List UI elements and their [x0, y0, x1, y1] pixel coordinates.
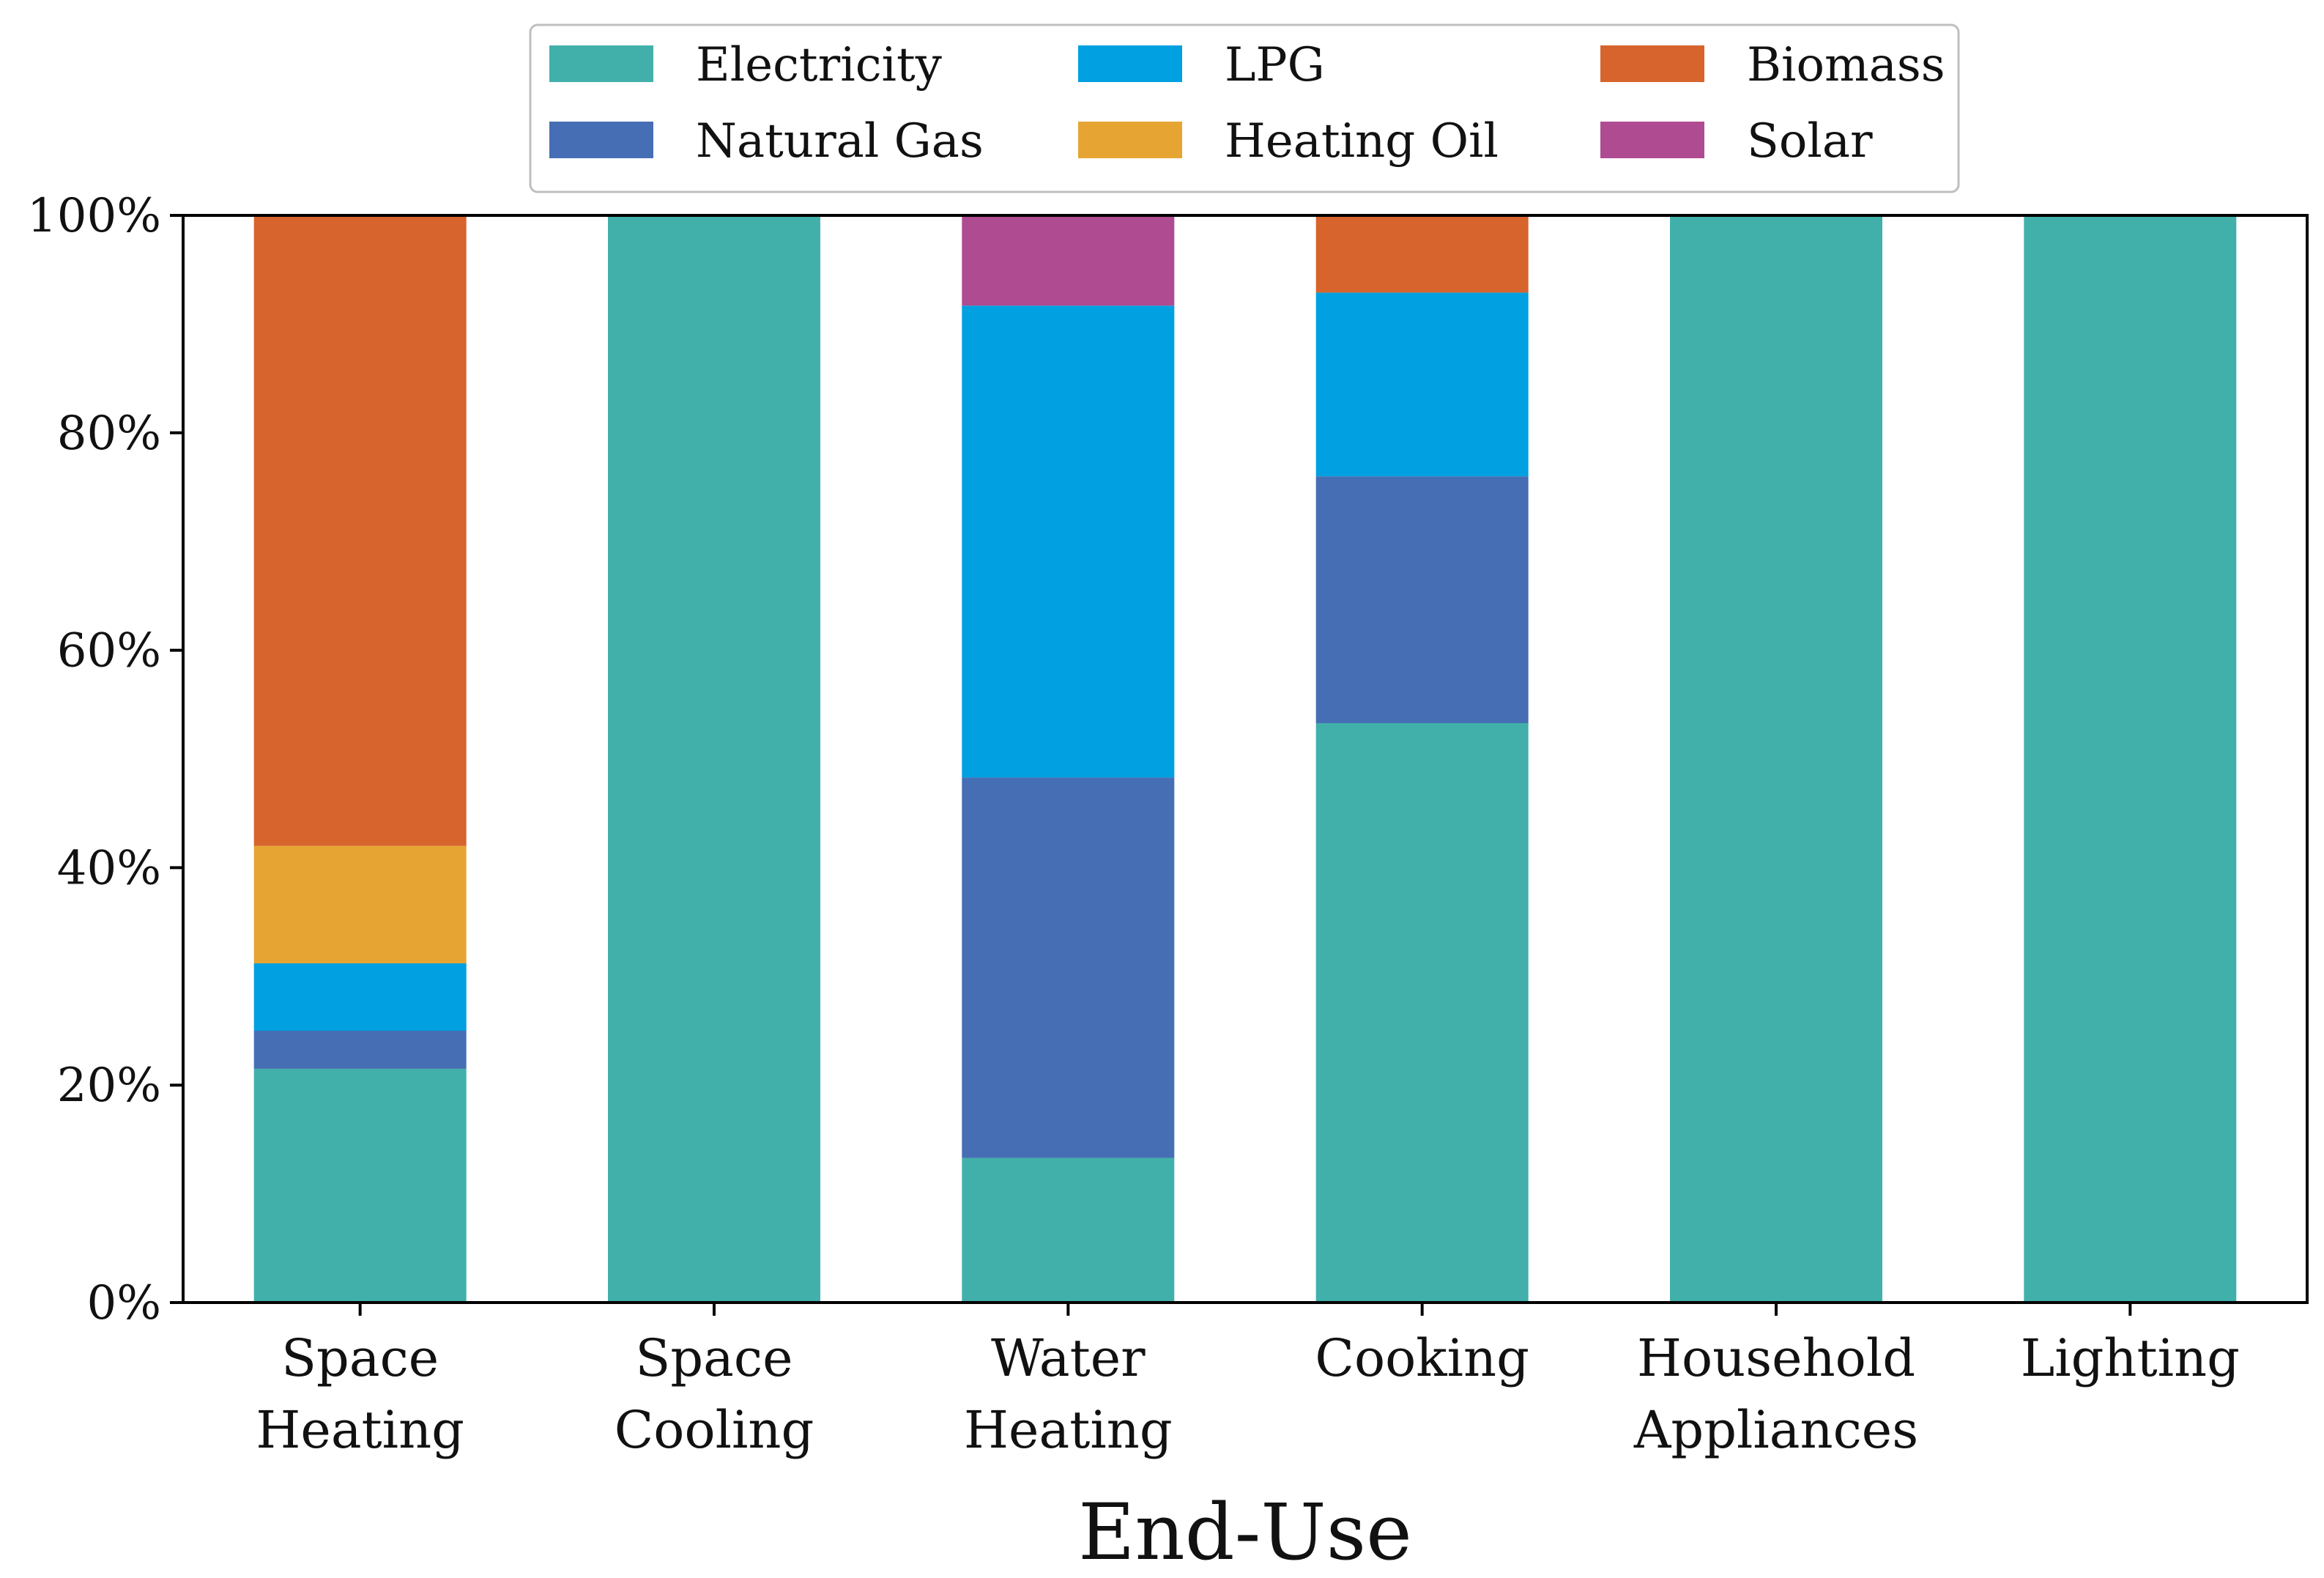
bar-segment-natural-gas-3 — [1315, 476, 1529, 724]
bar-segment-electricity-1 — [608, 215, 820, 1303]
legend-swatch-solar — [1600, 122, 1704, 158]
y-tick-label: 100% — [27, 189, 161, 243]
y-tick-label: 60% — [57, 624, 161, 678]
legend-swatch-lpg — [1078, 45, 1182, 82]
bar-segment-electricity-3 — [1315, 723, 1529, 1303]
legend-swatch-biomass — [1600, 45, 1704, 82]
y-tick-label: 40% — [57, 841, 161, 895]
legend: Electricity Natural Gas LPG Heating Oil Biom… — [529, 23, 1960, 193]
bar-segment-heating-oil-0 — [253, 845, 467, 963]
bars-layer — [253, 215, 2237, 1303]
bar-segment-natural-gas-2 — [962, 777, 1175, 1158]
bar-segment-biomass-3 — [1315, 215, 1529, 293]
x-category-label: Heating — [256, 1400, 464, 1460]
bar-segment-electricity-2 — [962, 1157, 1175, 1303]
legend-swatch-electricity — [549, 45, 653, 82]
bar-segment-lpg-0 — [253, 963, 467, 1031]
bar-segment-electricity-5 — [2024, 215, 2237, 1303]
x-category-label: Space — [281, 1328, 439, 1388]
y-tick-label: 80% — [57, 407, 161, 461]
plot-area-frame — [182, 214, 2309, 1304]
bar-segment-lpg-2 — [962, 305, 1175, 778]
x-category-label: Lighting — [2021, 1328, 2240, 1388]
bar-segment-electricity-0 — [253, 1068, 467, 1303]
y-axis: 0% 20% 40% 60% 80% 100% — [27, 189, 183, 1330]
legend-label-heating-oil: Heating Oil — [1225, 114, 1499, 168]
y-tick-label: 20% — [57, 1059, 161, 1113]
legend-label-solar: Solar — [1747, 114, 1873, 168]
bar-segment-electricity-4 — [1670, 215, 1882, 1303]
legend-label-biomass: Biomass — [1747, 38, 1945, 92]
x-category-label: Household — [1637, 1328, 1915, 1388]
x-axis-title: End-Use — [1078, 1487, 1412, 1577]
x-category-label: Heating — [964, 1400, 1173, 1460]
x-axis: Space Heating Space Cooling Water Heating Cook… — [256, 1303, 2240, 1460]
bar-segment-biomass-0 — [253, 215, 467, 846]
legend-swatch-natural-gas — [549, 122, 653, 158]
bar-segment-lpg-3 — [1315, 292, 1529, 477]
legend-swatch-heating-oil — [1078, 122, 1182, 158]
x-category-label: Appliances — [1633, 1400, 1918, 1460]
x-category-label: Cooking — [1315, 1328, 1529, 1388]
bar-segment-solar-2 — [962, 215, 1175, 306]
x-category-label: Cooling — [615, 1400, 814, 1460]
legend-label-natural-gas: Natural Gas — [696, 114, 984, 168]
legend-label-electricity: Electricity — [696, 38, 942, 92]
bar-segment-natural-gas-0 — [253, 1031, 467, 1069]
x-category-label: Water — [991, 1328, 1146, 1388]
legend-label-lpg: LPG — [1225, 38, 1325, 92]
x-category-label: Space — [635, 1328, 792, 1388]
y-tick-label: 0% — [86, 1276, 161, 1330]
